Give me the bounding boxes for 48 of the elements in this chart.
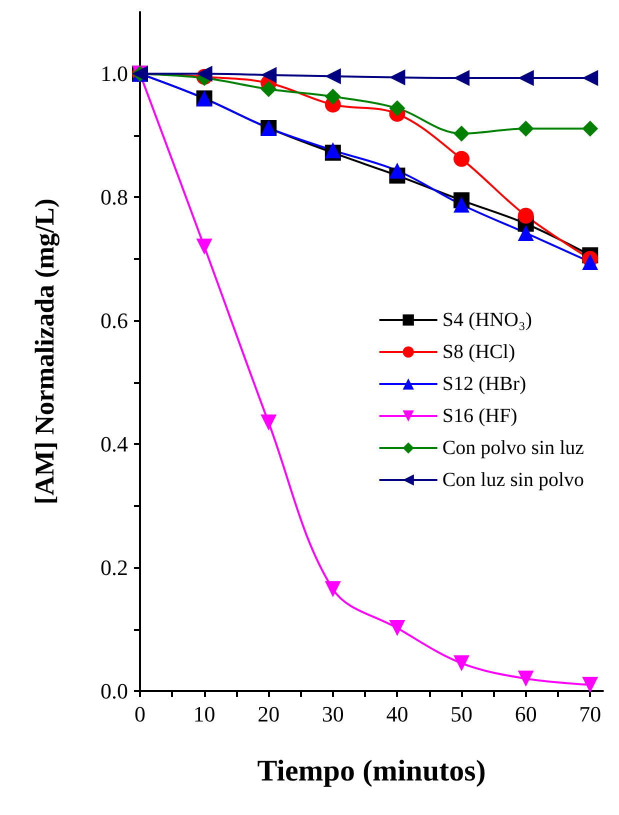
x-tick-label: 50 [450,702,473,726]
point [389,100,406,116]
point [454,655,470,672]
point [518,208,534,224]
x-tick-label: 60 [514,702,537,726]
point [454,150,470,167]
point [454,126,470,142]
point [324,68,341,84]
point [518,670,534,687]
point [324,581,341,598]
y-tick-label: 0.4 [100,432,128,457]
point [454,70,470,86]
point [196,238,212,255]
y-axis-title: [AM] Normalizada (mg/L) [30,198,60,504]
x-tick-label: 10 [193,702,216,726]
point [389,69,406,86]
legend-label: S16 (HF) [442,405,518,427]
legend-label: S12 (HBr) [442,373,526,395]
x-tick-label: 0 [134,702,146,726]
legend-label: S4 (HNO₃) [442,309,532,331]
legend-label: Con polvo sin luz [442,437,584,459]
x-tick-label: 70 [579,702,602,726]
point [582,70,598,86]
point [582,254,598,270]
legend-label: S8 (HCl) [442,341,516,363]
y-tick-label: 0.8 [100,184,128,210]
point [582,676,598,693]
legend-label: Con luz sin polvo [442,469,584,491]
y-tick-label: 0.6 [100,308,128,334]
point [389,162,406,179]
x-tick-label: 20 [258,702,280,726]
point [389,620,406,636]
point [518,70,534,86]
point [454,196,470,213]
y-tick-label: 0.0 [100,678,128,704]
point [260,81,277,98]
point [260,66,277,83]
x-tick-label: 40 [386,702,408,726]
point [518,120,534,137]
y-tick-label: 1.0 [100,61,128,86]
point [518,224,534,241]
y-tick-label: 0.2 [100,555,128,580]
point [582,120,598,137]
x-axis-title: Tiempo (minutos) [257,754,486,788]
x-tick-label: 30 [322,702,344,726]
point [260,414,277,430]
point [324,88,341,105]
point [196,66,212,82]
